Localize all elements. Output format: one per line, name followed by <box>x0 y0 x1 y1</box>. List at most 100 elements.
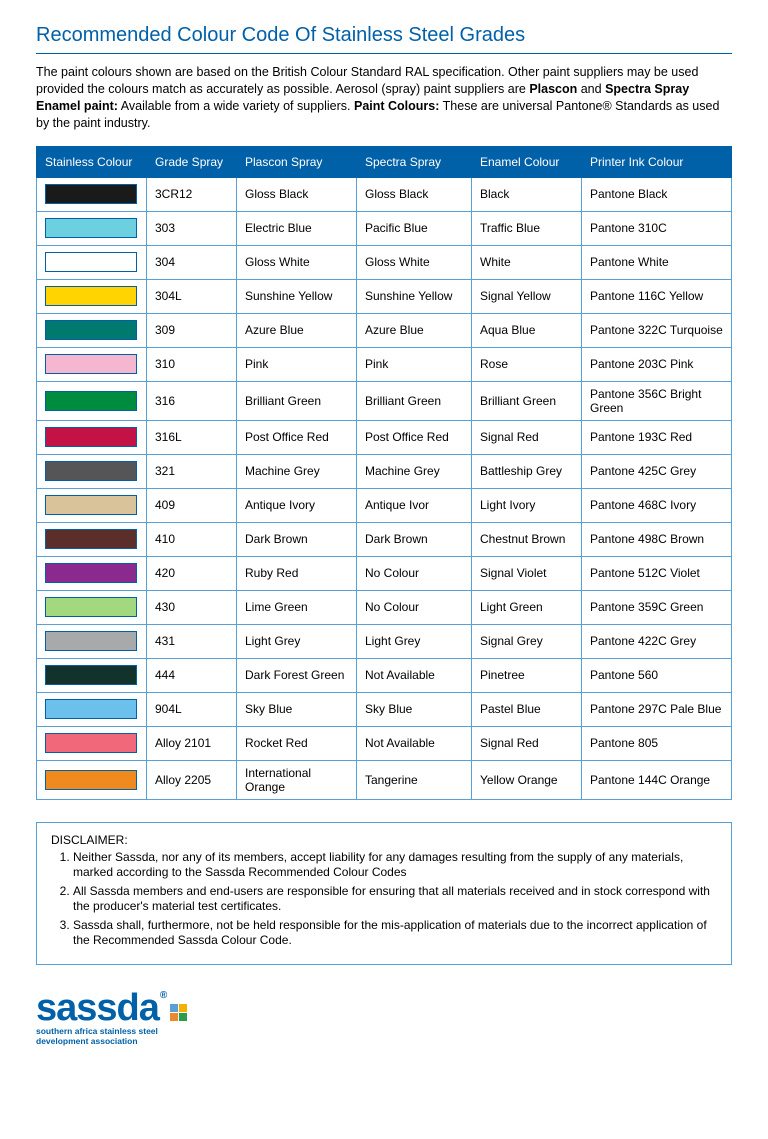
colour-swatch <box>45 563 137 583</box>
disclaimer-list: Neither Sassda, nor any of its members, … <box>51 850 717 950</box>
grade-cell: 430 <box>147 590 237 624</box>
enamel-cell: Signal Violet <box>472 556 582 590</box>
disclaimer-title: DISCLAIMER: <box>51 833 717 847</box>
plascon-cell: Antique Ivory <box>237 488 357 522</box>
printer-cell: Pantone 193C Red <box>582 420 732 454</box>
table-row: 409Antique IvoryAntique IvorLight IvoryP… <box>37 488 732 522</box>
table-row: Alloy 2205International OrangeTangerineY… <box>37 760 732 799</box>
spectra-cell: Antique Ivor <box>357 488 472 522</box>
printer-cell: Pantone 805 <box>582 726 732 760</box>
disclaimer-item: Neither Sassda, nor any of its members, … <box>73 850 717 881</box>
colour-swatch <box>45 354 137 374</box>
colour-code-table: Stainless Colour Grade Spray Plascon Spr… <box>36 146 732 800</box>
table-row: 303Electric BluePacific BlueTraffic Blue… <box>37 211 732 245</box>
header-enamel-colour: Enamel Colour <box>472 146 582 177</box>
colour-swatch <box>45 184 137 204</box>
intro-bold-paintcolours: Paint Colours: <box>354 99 439 113</box>
enamel-cell: Signal Grey <box>472 624 582 658</box>
spectra-cell: Machine Grey <box>357 454 472 488</box>
spectra-cell: Not Available <box>357 658 472 692</box>
plascon-cell: Rocket Red <box>237 726 357 760</box>
printer-cell: Pantone 297C Pale Blue <box>582 692 732 726</box>
logo-square <box>170 1013 178 1021</box>
printer-cell: Pantone 512C Violet <box>582 556 732 590</box>
printer-cell: Pantone 322C Turquoise <box>582 313 732 347</box>
spectra-cell: Azure Blue <box>357 313 472 347</box>
grade-cell: Alloy 2101 <box>147 726 237 760</box>
swatch-cell <box>37 692 147 726</box>
logo-word: sassda® <box>36 991 166 1025</box>
colour-swatch <box>45 286 137 306</box>
swatch-cell <box>37 556 147 590</box>
table-row: 321Machine GreyMachine GreyBattleship Gr… <box>37 454 732 488</box>
grade-cell: 410 <box>147 522 237 556</box>
table-row: 316LPost Office RedPost Office RedSignal… <box>37 420 732 454</box>
disclaimer-item: Sassda shall, furthermore, not be held r… <box>73 918 717 949</box>
logo-square <box>179 1013 187 1021</box>
spectra-cell: Pacific Blue <box>357 211 472 245</box>
swatch-cell <box>37 624 147 658</box>
grade-cell: 316L <box>147 420 237 454</box>
plascon-cell: Azure Blue <box>237 313 357 347</box>
table-row: 304LSunshine YellowSunshine YellowSignal… <box>37 279 732 313</box>
spectra-cell: No Colour <box>357 556 472 590</box>
logo-square <box>179 1004 187 1012</box>
printer-cell: Pantone 203C Pink <box>582 347 732 381</box>
enamel-cell: Pinetree <box>472 658 582 692</box>
enamel-cell: Brilliant Green <box>472 381 582 420</box>
spectra-cell: Brilliant Green <box>357 381 472 420</box>
spectra-cell: Dark Brown <box>357 522 472 556</box>
swatch-cell <box>37 726 147 760</box>
swatch-cell <box>37 245 147 279</box>
plascon-cell: Dark Forest Green <box>237 658 357 692</box>
spectra-cell: No Colour <box>357 590 472 624</box>
enamel-cell: Rose <box>472 347 582 381</box>
plascon-cell: Sunshine Yellow <box>237 279 357 313</box>
colour-swatch <box>45 597 137 617</box>
colour-swatch <box>45 495 137 515</box>
swatch-cell <box>37 760 147 799</box>
printer-cell: Pantone 116C Yellow <box>582 279 732 313</box>
swatch-cell <box>37 590 147 624</box>
colour-swatch <box>45 320 137 340</box>
printer-cell: Pantone 422C Grey <box>582 624 732 658</box>
plascon-cell: Brilliant Green <box>237 381 357 420</box>
table-row: 904LSky BlueSky BluePastel BluePantone 2… <box>37 692 732 726</box>
enamel-cell: Yellow Orange <box>472 760 582 799</box>
grade-cell: 420 <box>147 556 237 590</box>
colour-swatch <box>45 529 137 549</box>
printer-cell: Pantone 468C Ivory <box>582 488 732 522</box>
grade-cell: 3CR12 <box>147 177 237 211</box>
grade-cell: 303 <box>147 211 237 245</box>
swatch-cell <box>37 211 147 245</box>
colour-swatch <box>45 391 137 411</box>
printer-cell: Pantone 560 <box>582 658 732 692</box>
plascon-cell: Gloss White <box>237 245 357 279</box>
header-stainless-colour: Stainless Colour <box>37 146 147 177</box>
table-row: 444Dark Forest GreenNot AvailablePinetre… <box>37 658 732 692</box>
enamel-cell: Traffic Blue <box>472 211 582 245</box>
spectra-cell: Gloss Black <box>357 177 472 211</box>
header-spectra-spray: Spectra Spray <box>357 146 472 177</box>
printer-cell: Pantone 144C Orange <box>582 760 732 799</box>
enamel-cell: Signal Yellow <box>472 279 582 313</box>
spectra-cell: Post Office Red <box>357 420 472 454</box>
printer-cell: Pantone 498C Brown <box>582 522 732 556</box>
table-row: 420Ruby RedNo ColourSignal VioletPantone… <box>37 556 732 590</box>
table-row: 310PinkPinkRosePantone 203C Pink <box>37 347 732 381</box>
swatch-cell <box>37 177 147 211</box>
enamel-cell: Chestnut Brown <box>472 522 582 556</box>
enamel-cell: Aqua Blue <box>472 313 582 347</box>
spectra-cell: Light Grey <box>357 624 472 658</box>
swatch-cell <box>37 381 147 420</box>
table-row: 309Azure BlueAzure BlueAqua BluePantone … <box>37 313 732 347</box>
table-row: 316Brilliant GreenBrilliant GreenBrillia… <box>37 381 732 420</box>
colour-swatch <box>45 665 137 685</box>
header-grade-spray: Grade Spray <box>147 146 237 177</box>
swatch-cell <box>37 347 147 381</box>
plascon-cell: Ruby Red <box>237 556 357 590</box>
colour-swatch <box>45 699 137 719</box>
spectra-cell: Tangerine <box>357 760 472 799</box>
spectra-cell: Pink <box>357 347 472 381</box>
colour-swatch <box>45 770 137 790</box>
